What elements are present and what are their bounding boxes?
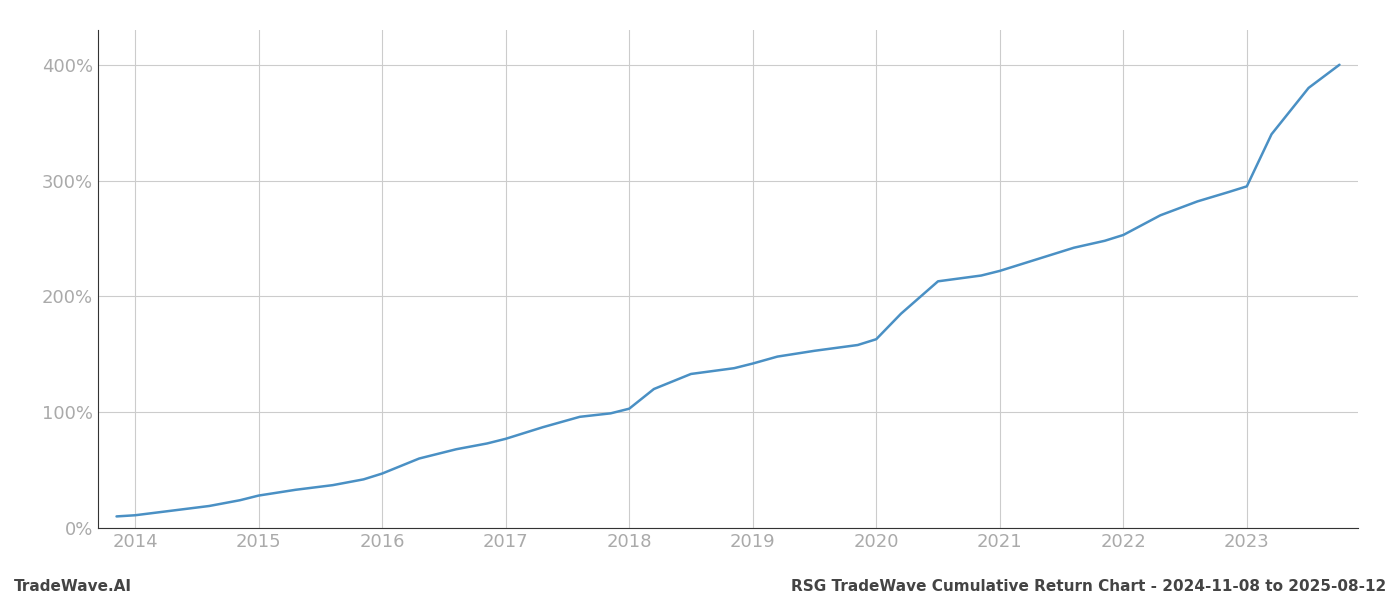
Text: RSG TradeWave Cumulative Return Chart - 2024-11-08 to 2025-08-12: RSG TradeWave Cumulative Return Chart - … (791, 579, 1386, 594)
Text: TradeWave.AI: TradeWave.AI (14, 579, 132, 594)
